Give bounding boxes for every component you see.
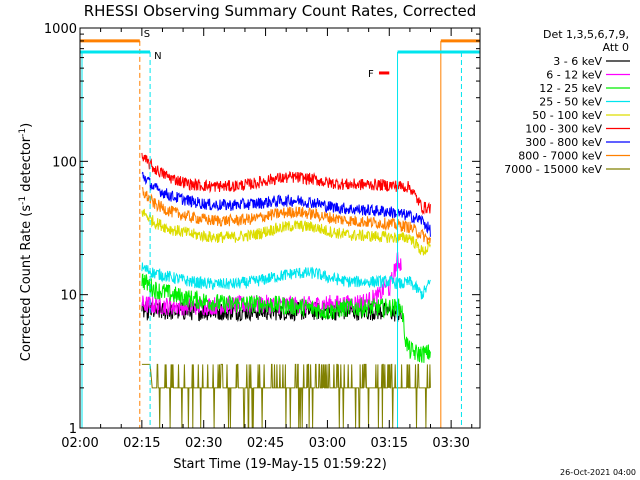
flag-label-f: F bbox=[368, 69, 374, 80]
axis-layer: 02:00 02:15 02:30 02:45 03:00 03:15 03:30 1 10 10… bbox=[44, 22, 480, 451]
legend-label-0: 3 - 6 keV bbox=[553, 55, 602, 68]
y-tick-label-0: 1 bbox=[69, 422, 77, 437]
legend-label-4: 50 - 100 keV bbox=[532, 109, 602, 122]
series-line-7 bbox=[141, 187, 431, 245]
series-layer bbox=[141, 152, 431, 429]
legend-label-5: 100 - 300 keV bbox=[525, 123, 602, 136]
legend-label-6: 300 - 800 keV bbox=[525, 136, 602, 149]
flag-layer: SN F bbox=[80, 29, 480, 428]
series-line-4 bbox=[141, 208, 431, 256]
y-tick-label-2: 100 bbox=[52, 155, 77, 170]
legend-label-2: 12 - 25 keV bbox=[539, 82, 602, 95]
legend-header-line-1: Att 0 bbox=[603, 41, 629, 54]
x-tick-label-4: 03:00 bbox=[309, 436, 346, 451]
x-tick-label-0: 02:00 bbox=[61, 436, 98, 451]
x-tick-label-3: 02:45 bbox=[247, 436, 284, 451]
plot-frame bbox=[79, 27, 481, 429]
series-line-2 bbox=[141, 273, 431, 363]
series-line-8 bbox=[141, 363, 431, 429]
flag-label-s: S bbox=[144, 29, 150, 40]
y-axis-label: Corrected Count Rate (s-1 detector-1) bbox=[18, 123, 34, 361]
x-tick-label-5: 03:15 bbox=[371, 436, 408, 451]
x-axis-label: Start Time (19-May-15 01:59:22) bbox=[173, 457, 387, 472]
x-tick-label-2: 02:30 bbox=[185, 436, 222, 451]
flag-label-n: N bbox=[154, 51, 161, 62]
legend-label-7: 800 - 7000 keV bbox=[518, 150, 602, 163]
y-axis-label-exp2: -1 bbox=[18, 128, 28, 137]
legend-label-1: 6 - 12 keV bbox=[546, 69, 602, 82]
series-line-3 bbox=[141, 262, 431, 300]
chart-title: RHESSI Observing Summary Count Rates, Co… bbox=[84, 2, 477, 20]
legend-label-8: 7000 - 15000 keV bbox=[504, 163, 602, 176]
series-line-5 bbox=[141, 152, 431, 216]
y-axis-label-exp1: -1 bbox=[18, 196, 28, 205]
timestamp: 26-Oct-2021 04:00 bbox=[560, 468, 636, 477]
y-axis-label-mid: detector bbox=[19, 136, 34, 196]
series-line-6 bbox=[141, 171, 431, 237]
x-tick-label-1: 02:15 bbox=[123, 436, 160, 451]
legend-label-3: 25 - 50 keV bbox=[539, 96, 602, 109]
y-axis-label-end: ) bbox=[19, 123, 34, 128]
legend-header-line-0: Det 1,3,5,6,7,9, bbox=[543, 28, 629, 41]
x-tick-label-6: 03:30 bbox=[432, 436, 469, 451]
y-tick-label-3: 1000 bbox=[44, 22, 77, 37]
y-tick-label-1: 10 bbox=[60, 289, 77, 304]
